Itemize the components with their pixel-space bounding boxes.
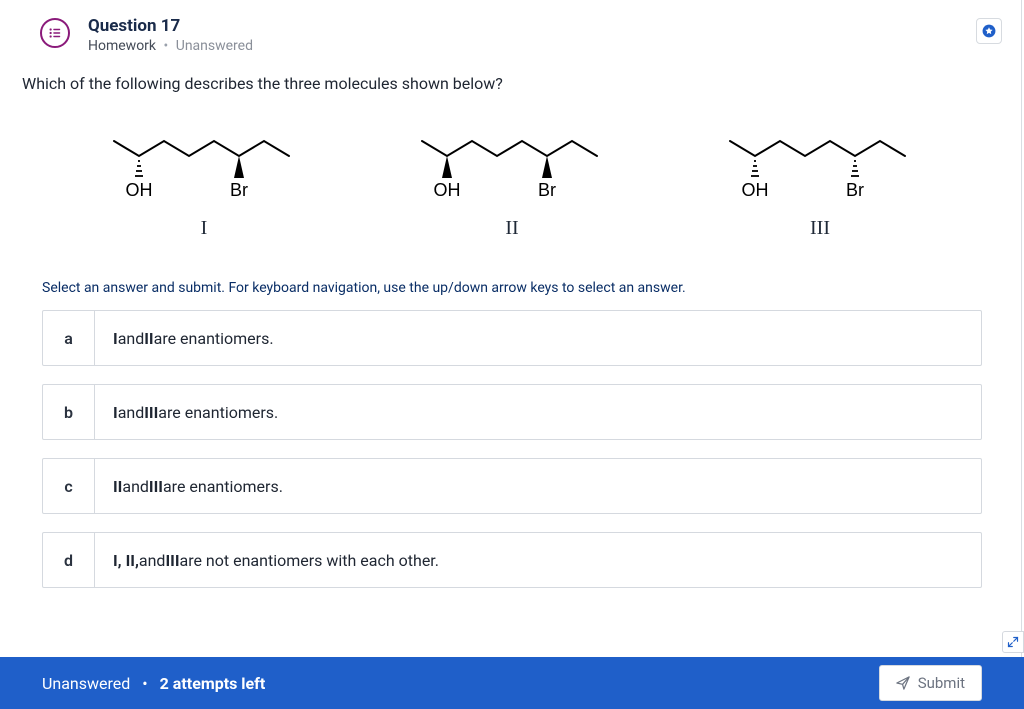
answer-text: I, II, and III are not enantiomers with … xyxy=(95,533,457,587)
answer-text: II and III are enantiomers. xyxy=(95,459,301,513)
footer-status-text: Unanswered xyxy=(42,674,130,693)
star-icon xyxy=(982,24,996,38)
footer-dot: • xyxy=(142,674,147,693)
answer-letter: a xyxy=(43,311,95,365)
list-icon xyxy=(48,26,62,40)
atom-oh: OH xyxy=(742,180,769,200)
molecule-3: OH Br III xyxy=(710,121,930,240)
breadcrumb-dot: • xyxy=(164,38,169,54)
atom-oh: OH xyxy=(126,180,153,200)
question-header: Question 17 Homework • Unanswered xyxy=(0,0,1024,54)
answer-letter: c xyxy=(43,459,95,513)
question-subtitle: Homework • Unanswered xyxy=(88,38,976,54)
answer-letter: d xyxy=(43,533,95,587)
submit-label: Submit xyxy=(918,674,965,692)
answer-text: I and III are enantiomers. xyxy=(95,385,296,439)
atom-br: Br xyxy=(846,180,864,200)
footer-attempts-suffix: attempts left xyxy=(169,674,266,693)
answer-option-a[interactable]: a I and II are enantiomers. xyxy=(42,310,982,366)
molecule-3-svg: OH Br xyxy=(710,121,930,201)
submit-button[interactable]: Submit xyxy=(879,665,982,701)
answer-text: I and II are enantiomers. xyxy=(95,311,292,365)
molecule-2-label: II xyxy=(505,217,518,240)
footer-status: Unanswered • 2 attempts left xyxy=(42,674,265,693)
answer-option-b[interactable]: b I and III are enantiomers. xyxy=(42,384,982,440)
question-list-icon[interactable] xyxy=(40,18,70,48)
question-prompt: Which of the following describes the thr… xyxy=(0,54,1024,93)
expand-icon xyxy=(1007,636,1019,648)
molecule-2-svg: OH Br xyxy=(402,121,622,201)
bookmark-button[interactable] xyxy=(976,18,1002,44)
paper-plane-icon xyxy=(896,676,910,690)
breadcrumb-homework: Homework xyxy=(88,38,156,54)
question-card: Question 17 Homework • Unanswered Which … xyxy=(0,0,1024,709)
atom-br: Br xyxy=(538,180,556,200)
answer-letter: b xyxy=(43,385,95,439)
molecule-3-label: III xyxy=(810,217,830,240)
footer-attempts-count: 2 xyxy=(160,674,169,693)
question-footer: Unanswered • 2 attempts left Submit xyxy=(0,657,1024,709)
molecule-1-label: I xyxy=(201,217,208,240)
atom-oh: OH xyxy=(434,180,461,200)
right-edge-divider xyxy=(1021,0,1022,709)
molecule-1: OH Br I xyxy=(94,121,314,240)
answer-option-d[interactable]: d I, II, and III are not enantiomers wit… xyxy=(42,532,982,588)
answer-list: a I and II are enantiomers. b I and III … xyxy=(0,296,1024,588)
answer-instruction: Select an answer and submit. For keyboar… xyxy=(0,250,1024,296)
question-title-box: Question 17 Homework • Unanswered xyxy=(88,16,976,54)
breadcrumb-status: Unanswered xyxy=(176,38,253,54)
question-title: Question 17 xyxy=(88,16,976,36)
molecule-1-svg: OH Br xyxy=(94,121,314,201)
molecule-row: OH Br I OH Br II xyxy=(0,93,1024,250)
expand-button[interactable] xyxy=(1002,631,1024,653)
molecule-2: OH Br II xyxy=(402,121,622,240)
answer-option-c[interactable]: c II and III are enantiomers. xyxy=(42,458,982,514)
atom-br: Br xyxy=(230,180,248,200)
